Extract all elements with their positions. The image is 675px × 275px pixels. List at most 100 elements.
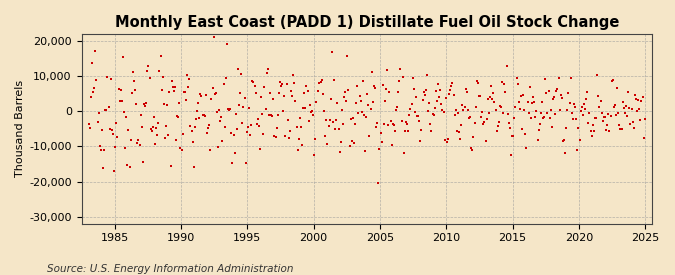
Point [128,70,138,74]
Point [373,181,384,185]
Point [620,111,630,116]
Point [632,97,643,102]
Point [114,98,125,103]
Point [391,108,402,112]
Point [313,81,324,85]
Point [126,138,136,142]
Point [639,117,650,121]
Point [523,111,534,115]
Point [595,99,606,104]
Point [284,129,295,133]
Point [287,94,298,98]
Point [524,84,535,89]
Point [446,84,457,88]
Point [187,139,198,144]
Point [180,89,190,94]
Point [372,120,383,125]
Point [516,127,527,131]
Point [530,115,541,119]
Point [629,92,640,97]
Point [626,106,637,111]
Point [450,113,460,117]
Point [434,95,445,99]
Point [327,120,338,124]
Point [84,126,95,131]
Point [459,105,470,110]
Point [468,135,479,139]
Point [483,96,493,101]
Point [211,110,222,114]
Point [608,105,619,109]
Point [297,143,308,147]
Point [267,114,277,119]
Point [115,88,126,92]
Point [584,111,595,115]
Point [480,139,491,143]
Point [414,119,425,123]
Point [594,104,605,109]
Point [636,99,647,103]
Point [403,129,414,133]
Point [483,111,494,115]
Point [310,137,321,141]
Point [142,69,153,74]
Point [239,96,250,100]
Point [422,73,433,77]
Point [240,161,251,166]
Point [90,49,101,54]
Point [487,97,497,101]
Point [486,84,497,89]
Point [291,125,302,129]
Point [332,101,343,105]
Point [232,127,242,131]
Point [175,146,186,150]
Point [507,134,518,138]
Point [91,78,102,82]
Point [592,73,603,78]
Point [550,112,561,117]
Point [348,141,359,145]
Point [100,108,111,112]
Point [547,97,558,101]
Point [220,76,231,81]
Point [602,123,613,127]
Point [171,138,182,142]
Point [599,115,610,119]
Point [508,134,518,138]
Point [551,89,562,93]
Point [86,95,97,99]
Point [400,120,411,124]
Point [134,142,145,147]
Point [121,115,132,119]
Point [477,109,487,114]
Point [275,84,286,88]
Point [514,100,524,104]
Point [374,147,385,151]
Point [410,95,421,99]
Point [198,112,209,117]
Point [103,105,114,110]
Point [148,115,159,119]
Point [123,128,134,132]
Point [452,128,462,133]
Point [89,86,100,91]
Point [138,160,148,164]
Point [561,126,572,130]
Point [360,115,371,119]
Point [182,73,192,77]
Point [165,164,176,168]
Point [438,109,449,114]
Point [178,132,188,137]
Point [162,103,173,108]
Point [281,82,292,86]
Point [456,123,466,127]
Point [637,95,648,99]
Point [408,86,419,91]
Point [394,78,405,83]
Point [159,136,170,140]
Point [93,111,104,115]
Point [471,79,482,83]
Point [254,124,265,129]
Point [343,87,354,92]
Point [323,124,334,128]
